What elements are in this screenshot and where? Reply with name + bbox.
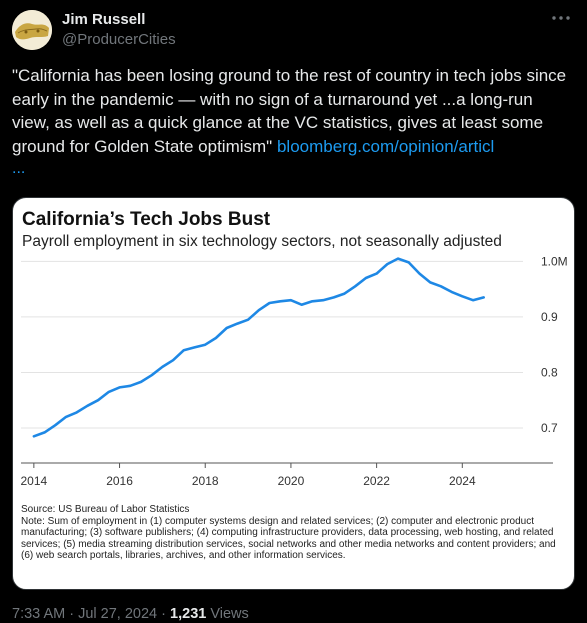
- data-point: [483, 296, 485, 298]
- data-point: [33, 435, 35, 437]
- x-tick-label: 2022: [363, 474, 390, 488]
- avatar[interactable]: [12, 10, 52, 50]
- data-point: [97, 399, 99, 401]
- data-point: [204, 344, 206, 346]
- x-axis-ticks: 2014 2016 2018 2020 2022 2024: [21, 463, 476, 488]
- data-point: [226, 327, 228, 329]
- chart-grid: [21, 260, 523, 429]
- data-point: [461, 295, 463, 297]
- chart-source: Source: US Bureau of Labor Statistics No…: [21, 504, 569, 562]
- data-point: [376, 273, 378, 275]
- chart-card[interactable]: California’s Tech Jobs Bust Payroll empl…: [12, 197, 575, 590]
- data-point: [215, 337, 217, 339]
- line-chart: 0.7 0.8 0.9 1.0M 2014 2016 2018 2020 2022 2024: [21, 254, 568, 488]
- data-point: [279, 300, 281, 302]
- data-point: [408, 261, 410, 263]
- x-tick-label: 2016: [106, 474, 133, 488]
- data-point: [333, 296, 335, 298]
- avatar-map-icon: [12, 10, 52, 50]
- more-button[interactable]: [549, 8, 573, 28]
- data-point: [44, 431, 46, 433]
- y-axis-ticks: 0.7 0.8 0.9 1.0M: [541, 254, 568, 435]
- author-name[interactable]: Jim Russell: [62, 11, 146, 28]
- views-count: 1,231: [170, 606, 207, 622]
- post-time[interactable]: 7:33 AM: [12, 606, 66, 622]
- meta-separator: ·: [69, 606, 75, 622]
- data-point: [386, 263, 388, 265]
- x-tick-label: 2020: [278, 474, 305, 488]
- tweet-body: "California has been losing ground to th…: [12, 66, 567, 156]
- data-point: [65, 416, 67, 418]
- data-point: [354, 285, 356, 287]
- data-point: [311, 300, 313, 302]
- data-point: [183, 349, 185, 351]
- x-tick-label: 2024: [449, 474, 476, 488]
- author-handle[interactable]: @ProducerCities: [62, 31, 176, 48]
- data-point: [397, 258, 399, 260]
- data-point: [365, 277, 367, 279]
- data-point: [118, 386, 121, 388]
- data-point: [322, 299, 324, 301]
- data-point: [76, 411, 78, 413]
- data-point: [429, 281, 431, 283]
- data-point: [236, 323, 238, 325]
- series-line-group: [32, 257, 486, 438]
- meta-separator: ·: [161, 606, 166, 622]
- data-point: [140, 381, 142, 383]
- data-point: [151, 374, 153, 376]
- chart-title: California’s Tech Jobs Bust: [22, 209, 271, 230]
- data-point: [343, 293, 346, 295]
- data-point: [108, 391, 110, 393]
- views-label: Views: [210, 606, 249, 622]
- y-tick-label: 0.7: [541, 421, 558, 435]
- data-point: [54, 424, 56, 426]
- source-note: Note: Sum of employment in (1) computer …: [21, 515, 556, 562]
- y-tick-label: 0.8: [541, 365, 558, 379]
- y-tick-label: 1.0M: [541, 254, 568, 268]
- article-link[interactable]: bloomberg.com/opinion/articl: [276, 136, 495, 156]
- data-point: [258, 309, 260, 311]
- data-point: [418, 273, 421, 275]
- data-point: [290, 299, 292, 301]
- data-point: [451, 291, 453, 293]
- link-ellipsis[interactable]: ...: [12, 160, 26, 177]
- more-dots-icon: [552, 16, 570, 20]
- series-line: [32, 257, 486, 438]
- data-point: [301, 304, 303, 306]
- data-point: [161, 366, 163, 368]
- data-point: [247, 319, 249, 321]
- post-meta: 7:33 AM · Jul 27, 2024 · 1,231 Views: [12, 606, 249, 622]
- chart-subtitle: Payroll employment in six technology sec…: [22, 233, 502, 250]
- data-point: [193, 346, 196, 348]
- tweet-text: "California has been losing ground to th…: [12, 64, 572, 158]
- data-point: [86, 405, 88, 407]
- data-point: [129, 385, 131, 387]
- source-line: Source: US Bureau of Labor Statistics: [21, 504, 190, 515]
- data-point: [440, 285, 442, 287]
- data-point: [472, 299, 474, 301]
- x-tick-label: 2014: [21, 474, 48, 488]
- y-tick-label: 0.9: [541, 310, 558, 324]
- post-date[interactable]: Jul 27, 2024: [78, 606, 158, 622]
- data-point: [172, 359, 174, 361]
- x-tick-label: 2018: [192, 474, 219, 488]
- data-point: [268, 302, 271, 304]
